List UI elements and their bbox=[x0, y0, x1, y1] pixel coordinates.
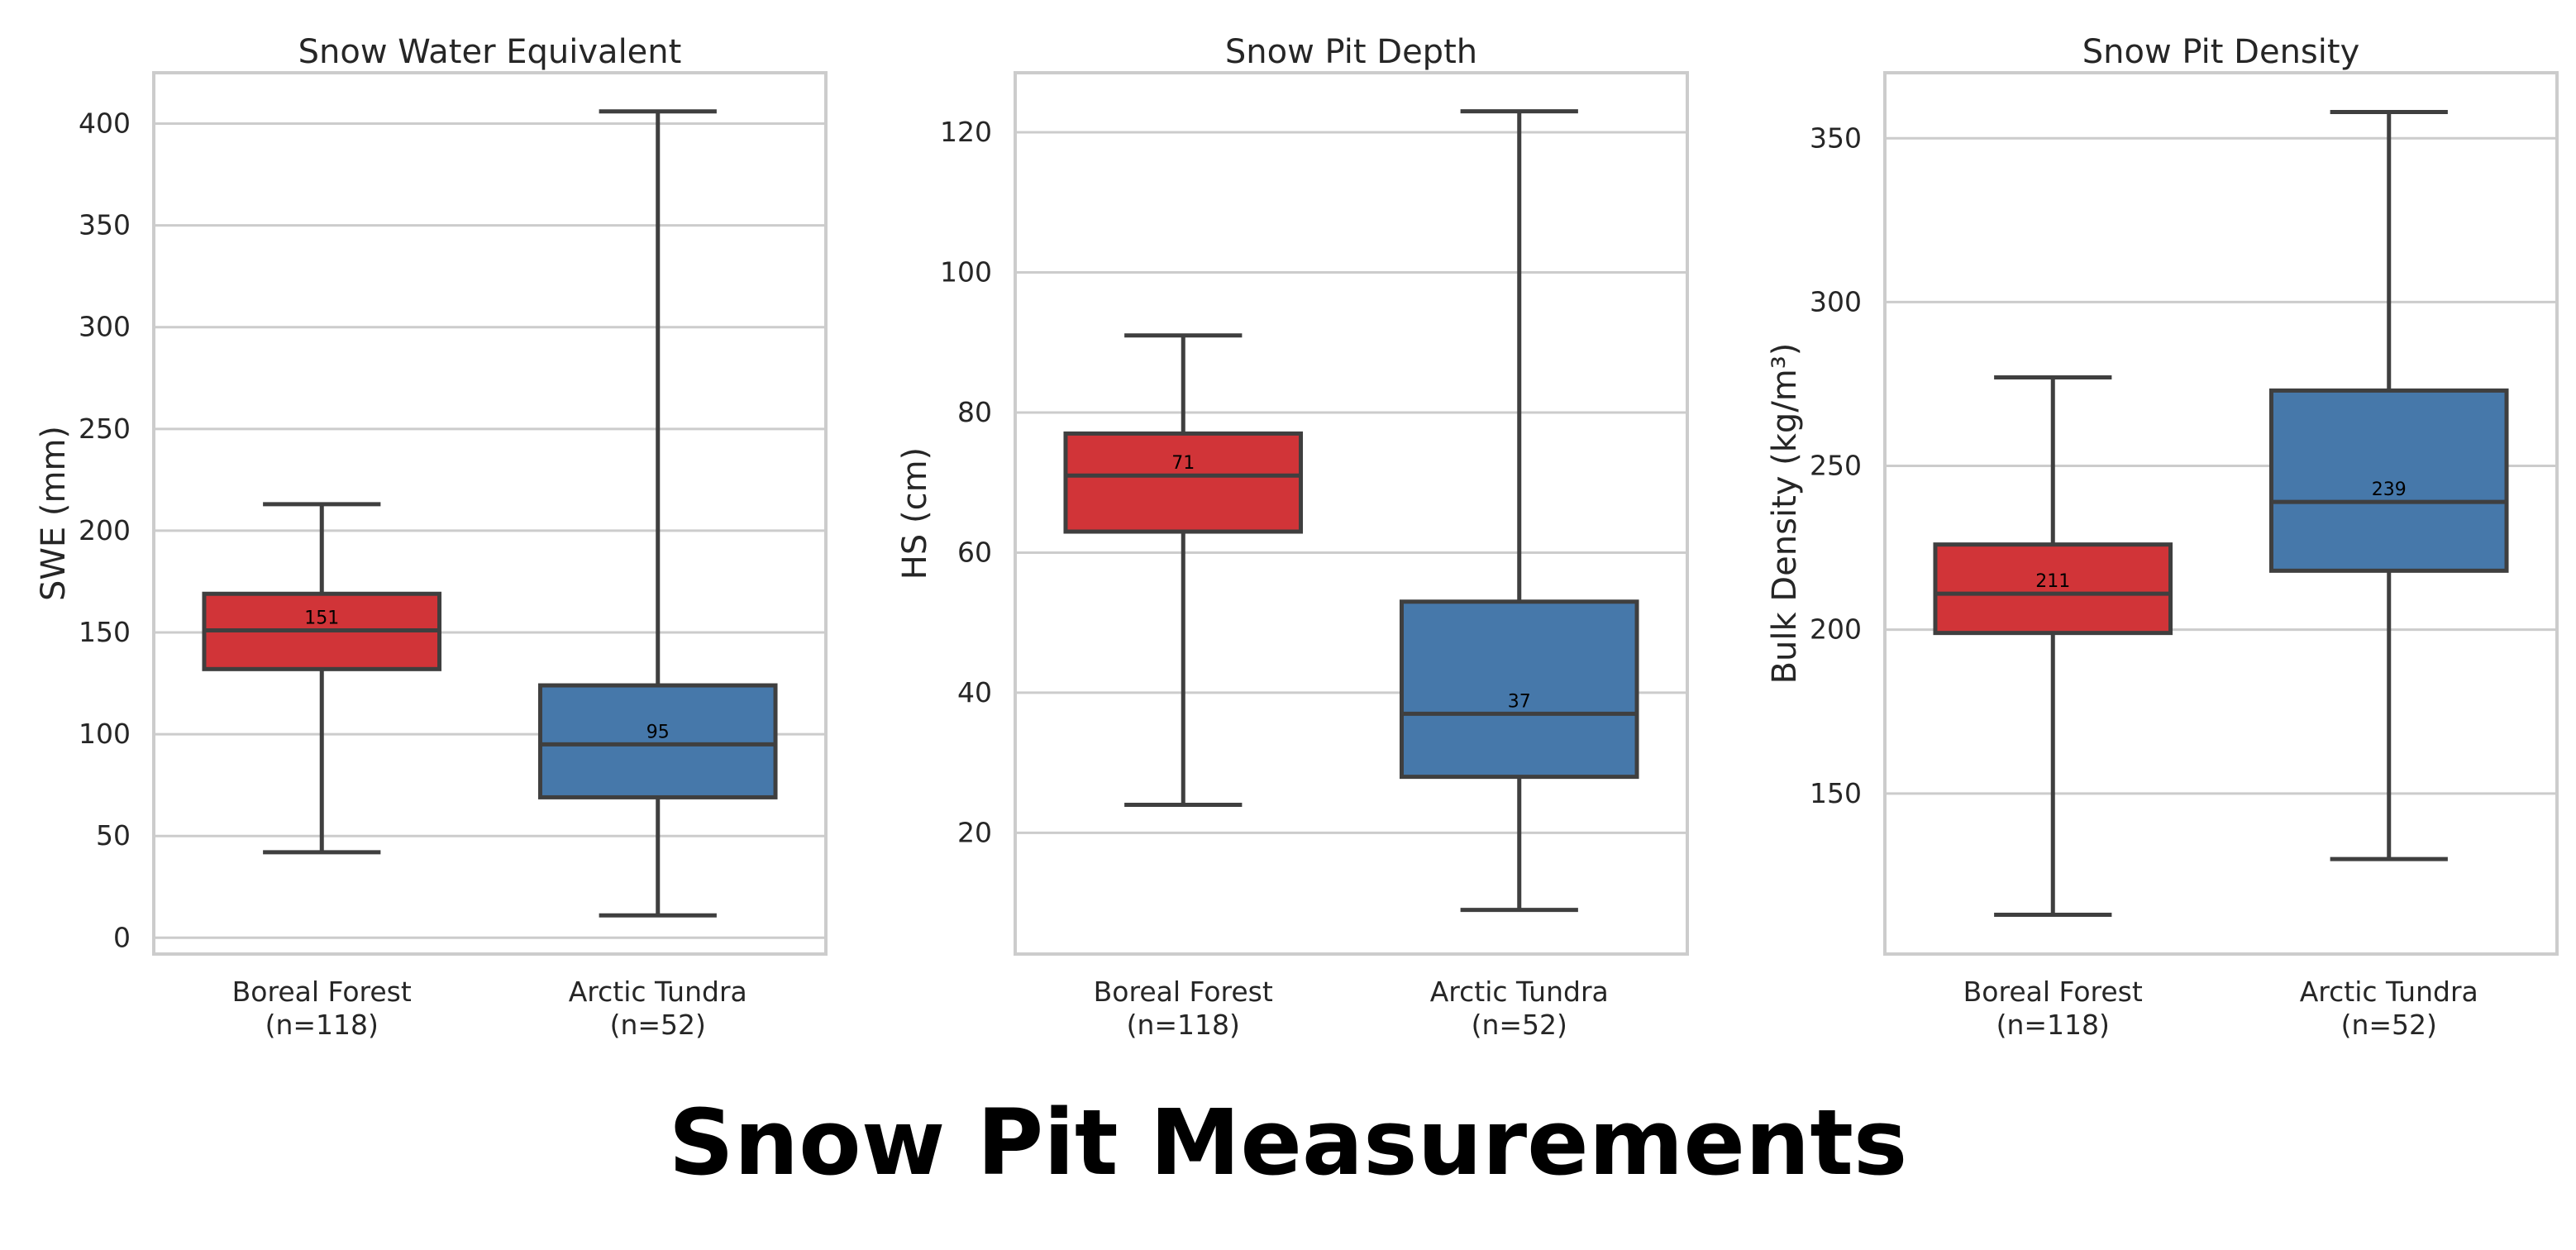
box-arctic-tundra: 95 bbox=[537, 109, 778, 918]
panel-title: Snow Water Equivalent bbox=[298, 33, 682, 71]
x-tick-label: Boreal Forest (n=118) bbox=[1963, 976, 2143, 1041]
box-boreal-forest: 71 bbox=[1063, 333, 1304, 808]
median-label: 71 bbox=[1171, 453, 1195, 474]
y-tick-label: 50 bbox=[96, 819, 131, 852]
y-axis-label: HS (cm) bbox=[896, 447, 934, 580]
x-tick-label: Boreal Forest (n=118) bbox=[232, 976, 412, 1041]
y-tick-label: 350 bbox=[79, 209, 131, 241]
median-label: 37 bbox=[1508, 691, 1531, 712]
box-arctic-tundra: 239 bbox=[2268, 110, 2509, 861]
box-iqr bbox=[1399, 599, 1639, 780]
y-tick-label: 250 bbox=[1810, 450, 1862, 482]
panel-3: 150 200 250 300 350 Snow Pit Density Bulk Dens… bbox=[1766, 33, 2559, 1041]
box-iqr bbox=[537, 683, 778, 799]
panel-frame bbox=[1883, 71, 2559, 956]
median-label: 239 bbox=[2372, 479, 2407, 500]
y-axis-label: SWE (mm) bbox=[35, 426, 73, 601]
y-tick-label: 350 bbox=[1810, 122, 1862, 154]
y-tick-label: 60 bbox=[957, 536, 992, 568]
y-tick-label: 400 bbox=[79, 107, 131, 140]
y-tick-label: 150 bbox=[79, 616, 131, 648]
panel-title: Snow Pit Depth bbox=[1225, 33, 1477, 71]
box-iqr bbox=[2268, 388, 2509, 573]
median-label: 211 bbox=[2035, 571, 2070, 592]
panel-frame bbox=[152, 71, 828, 956]
y-axis-label: Bulk Density (kg/m³) bbox=[1766, 343, 1804, 685]
box-boreal-forest: 151 bbox=[202, 502, 442, 855]
box-iqr bbox=[1933, 542, 2173, 636]
panel-title: Snow Pit Density bbox=[2082, 33, 2359, 71]
median-label: 95 bbox=[646, 722, 670, 742]
y-tick-label: 100 bbox=[940, 256, 992, 289]
y-tick-label: 300 bbox=[1810, 285, 1862, 317]
box-arctic-tundra: 37 bbox=[1399, 109, 1639, 913]
y-tick-label: 40 bbox=[957, 676, 992, 708]
y-tick-label: 120 bbox=[940, 116, 992, 148]
y-tick-label: 200 bbox=[79, 514, 131, 546]
y-tick-label: 100 bbox=[79, 718, 131, 750]
y-tick-label: 250 bbox=[79, 413, 131, 445]
figure-suptitle: Snow Pit Measurements bbox=[669, 1090, 1908, 1195]
median-label: 151 bbox=[304, 608, 339, 629]
x-tick-label: Boreal Forest (n=118) bbox=[1094, 976, 1273, 1041]
y-tick-label: 0 bbox=[113, 921, 131, 953]
y-tick-label: 20 bbox=[957, 816, 992, 848]
x-tick-label: Arctic Tundra (n=52) bbox=[2300, 976, 2478, 1041]
y-tick-label: 200 bbox=[1810, 613, 1862, 646]
x-tick-label: Arctic Tundra (n=52) bbox=[1430, 976, 1609, 1041]
box-iqr bbox=[1063, 431, 1304, 534]
box-boreal-forest: 211 bbox=[1933, 375, 2173, 917]
panel-frame bbox=[1014, 71, 1689, 956]
panel-1: 0 50 100 150 200 250 300 350 400 Snow Water Equiv… bbox=[35, 33, 828, 1041]
x-tick-label: Arctic Tundra (n=52) bbox=[569, 976, 747, 1041]
y-tick-label: 300 bbox=[79, 311, 131, 343]
y-tick-label: 150 bbox=[1810, 777, 1862, 809]
panel-2: 20 40 60 80 100 120 Snow Pit Depth HS (cm) 71 Bor… bbox=[896, 33, 1689, 1041]
y-tick-label: 80 bbox=[957, 396, 992, 428]
